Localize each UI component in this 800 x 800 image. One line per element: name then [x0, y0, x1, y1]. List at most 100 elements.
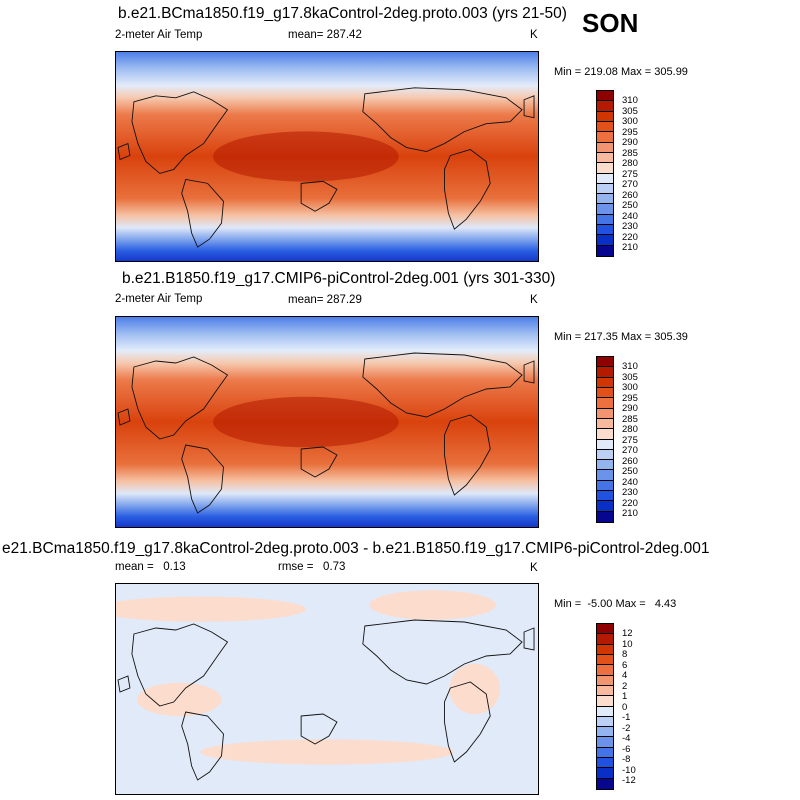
coastline: [131, 91, 229, 174]
panel1-title: b.e21.BCma1850.f19_g17.8kaControl-2deg.p…: [118, 5, 567, 22]
colorbar-swatch: [597, 398, 613, 409]
cbar-label: 285: [622, 148, 638, 159]
colorbar-swatch: [597, 439, 613, 450]
colorbar-swatch: [597, 480, 613, 492]
coastline: [300, 446, 338, 478]
colorbar-swatch: [597, 183, 613, 195]
cbar-label: 295: [622, 393, 638, 404]
cbar-label: 310: [622, 361, 638, 372]
colorbar-swatch: [597, 491, 613, 502]
cbar-label: 10: [622, 639, 633, 650]
cbar-label: 300: [622, 382, 638, 393]
cbar-label: -8: [622, 754, 631, 765]
colorbar-swatch: [597, 470, 613, 481]
colorbar-swatch: [597, 173, 613, 184]
colorbar-swatch: [597, 696, 613, 707]
colorbar-swatch: [597, 511, 613, 522]
cbar-label: 275: [622, 169, 638, 180]
coastline: [131, 356, 229, 440]
cbar-label: 310: [622, 95, 638, 106]
cbar-label: 250: [622, 200, 638, 211]
cbar-label: 290: [622, 137, 638, 148]
colorbar-swatch: [597, 367, 613, 378]
anomaly-patch: [369, 590, 496, 620]
colorbar-swatch: [597, 727, 613, 738]
colorbar-swatch: [597, 132, 613, 143]
panel3-map-field: [116, 584, 538, 794]
cbar-label: 8: [622, 649, 628, 660]
colorbar-swatch: [597, 357, 613, 368]
colorbar-swatch: [597, 634, 613, 645]
panel1-colorbar: [596, 90, 614, 257]
panel2-colorbar: [596, 356, 614, 523]
coastline: [300, 713, 338, 745]
colorbar-swatch: [597, 624, 613, 635]
panel1-map-field: [116, 52, 538, 261]
anomaly-patch: [200, 739, 454, 765]
panel3-map: [115, 583, 539, 795]
coastline: [523, 360, 535, 384]
cbar-label: 260: [622, 456, 638, 467]
cbar-label: 240: [622, 477, 638, 488]
warm-pool: [213, 396, 399, 448]
coastline: [117, 408, 131, 426]
coastline: [443, 149, 491, 230]
cbar-label: 305: [622, 106, 638, 117]
colorbar-swatch: [597, 460, 613, 471]
cbar-label: 1: [622, 691, 628, 702]
coastline: [181, 178, 224, 248]
panel2-map: [115, 316, 539, 528]
cbar-label: 295: [622, 127, 638, 138]
cbar-label: 285: [622, 414, 638, 425]
colorbar-swatch: [597, 235, 613, 246]
panel2-minmax: Min = 217.35 Max = 305.39: [554, 331, 688, 343]
panel3-mean: mean = 0.13: [115, 561, 186, 573]
cbar-label: 230: [622, 221, 638, 232]
colorbar-swatch: [597, 758, 613, 769]
colorbar-swatch: [597, 377, 613, 388]
coastline: [523, 95, 535, 119]
colorbar-swatch: [597, 716, 613, 728]
panel2-title: b.e21.B1850.f19_g17.CMIP6-piControl-2deg…: [122, 270, 556, 287]
cbar-label: 2: [622, 681, 628, 692]
panel1-minmax: Min = 219.08 Max = 305.99: [554, 66, 688, 78]
colorbar-swatch: [597, 91, 613, 102]
cbar-label: 290: [622, 403, 638, 414]
coastline: [362, 352, 523, 418]
cbar-label: 12: [622, 628, 633, 639]
panel2-field-label: 2-meter Air Temp: [115, 293, 203, 305]
coastline: [117, 142, 131, 161]
cbar-label: -4: [622, 733, 631, 744]
coastline: [443, 681, 491, 763]
colorbar-swatch: [597, 665, 613, 676]
warm-pool: [213, 131, 399, 182]
colorbar-swatch: [597, 194, 613, 205]
colorbar-swatch: [597, 204, 613, 215]
cbar-label: 6: [622, 660, 628, 671]
cbar-label: 260: [622, 190, 638, 201]
cbar-label: 270: [622, 179, 638, 190]
anomaly-patch: [137, 682, 222, 717]
colorbar-swatch: [597, 501, 613, 512]
cbar-label: 275: [622, 435, 638, 446]
panel1-units: K: [530, 29, 538, 41]
colorbar-swatch: [597, 706, 613, 717]
colorbar-swatch: [597, 644, 613, 655]
colorbar-swatch: [597, 778, 613, 789]
cbar-label: 305: [622, 372, 638, 383]
cbar-label: 0: [622, 702, 628, 713]
panel3-title: e21.BCma1850.f19_g17.8kaControl-2deg.pro…: [2, 540, 710, 557]
colorbar-swatch: [597, 449, 613, 461]
colorbar-swatch: [597, 654, 613, 666]
colorbar-swatch: [597, 737, 613, 748]
colorbar-swatch: [597, 418, 613, 430]
panel3-rmse: rmse = 0.73: [278, 561, 346, 573]
colorbar-swatch: [597, 152, 613, 164]
colorbar-swatch: [597, 121, 613, 133]
anomaly-patch: [449, 663, 501, 715]
colorbar-swatch: [597, 214, 613, 226]
colorbar-swatch: [597, 163, 613, 174]
cbar-label: 230: [622, 487, 638, 498]
cbar-label: 220: [622, 232, 638, 243]
anomaly-patch: [116, 596, 306, 622]
